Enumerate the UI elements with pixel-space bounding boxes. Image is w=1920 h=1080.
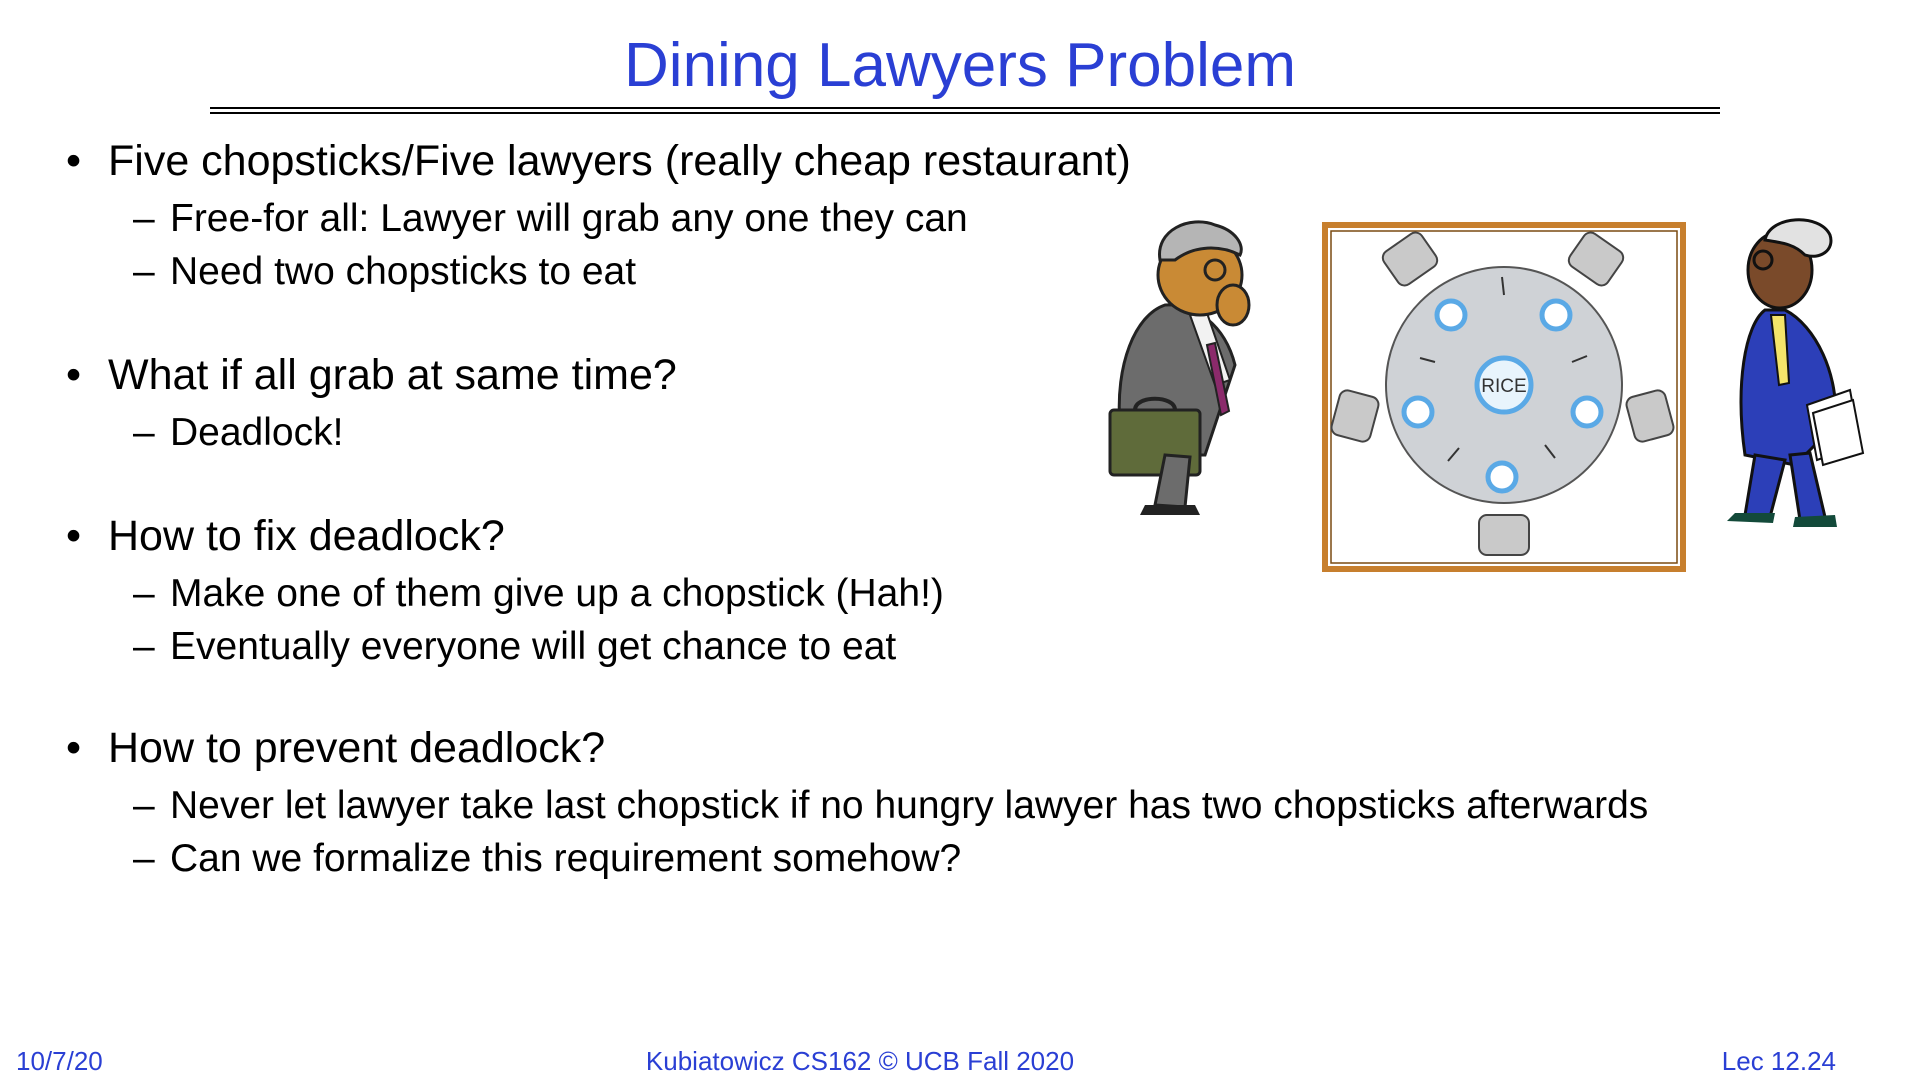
- sub-dash: –: [133, 572, 155, 615]
- chair-icon: [1330, 389, 1380, 443]
- bullet-list: • Five chopsticks/Five lawyers (really c…: [66, 130, 1786, 885]
- sub-dash: –: [133, 197, 155, 240]
- rice-label: RICE: [1481, 376, 1526, 397]
- sub-text: Deadlock!: [170, 411, 344, 454]
- bullet-text: How to fix deadlock?: [108, 512, 505, 560]
- sub-text: Eventually everyone will get chance to e…: [170, 625, 897, 668]
- dining-table-illustration: RICE: [1095, 215, 1910, 590]
- bullet-text: What if all grab at same time?: [108, 351, 677, 399]
- footer-lecture: Lec 12.24: [1721, 1046, 1836, 1076]
- chair-icon: [1478, 514, 1530, 556]
- sub-item: – Eventually everyone will get chance to…: [66, 620, 1786, 673]
- sub-text: Never let lawyer take last chopstick if …: [170, 784, 1649, 827]
- plate-icon: [1539, 298, 1573, 332]
- sub-item: – Need two chopsticks to eat: [66, 245, 1786, 298]
- chopstick-icon: [1447, 447, 1460, 462]
- sub-text: Need two chopsticks to eat: [170, 250, 637, 293]
- title-underline-top: [210, 107, 1720, 109]
- sub-item: – Can we formalize this requirement some…: [66, 832, 1786, 885]
- bullet-item: • How to prevent deadlock?: [66, 717, 1786, 779]
- plate-icon: [1485, 460, 1519, 494]
- bullet-dot: •: [66, 137, 82, 185]
- bullet-item: • What if all grab at same time?: [66, 344, 1786, 406]
- bullet-item: • How to fix deadlock?: [66, 505, 1786, 567]
- sub-text: Make one of them give up a chopstick (Ha…: [170, 572, 944, 615]
- sub-dash: –: [133, 837, 155, 880]
- bullet-text: Five chopsticks/Five lawyers (really che…: [108, 137, 1131, 185]
- title-underline-bottom: [210, 112, 1720, 114]
- plate-icon: [1401, 395, 1435, 429]
- rice-bowl: [1474, 355, 1534, 415]
- chopstick-icon: [1419, 357, 1436, 363]
- sub-dash: –: [133, 625, 155, 668]
- bullet-dot: •: [66, 351, 82, 399]
- chopstick-icon: [1544, 444, 1556, 459]
- chair-icon: [1567, 231, 1625, 287]
- sub-item: – Never let lawyer take last chopstick i…: [66, 779, 1786, 832]
- left-lawyer-figure: [1108, 220, 1251, 515]
- chair-icon: [1381, 231, 1439, 287]
- right-lawyer-figure: [1727, 218, 1865, 527]
- sub-text: Can we formalize this requirement someho…: [170, 837, 962, 880]
- chopstick-icon: [1571, 355, 1588, 363]
- bullet-dot: •: [66, 724, 82, 772]
- chopstick-icon: [1501, 276, 1505, 296]
- bullet-text: How to prevent deadlock?: [108, 724, 606, 772]
- bullet-item: • Five chopsticks/Five lawyers (really c…: [66, 130, 1786, 192]
- plate-icon: [1434, 298, 1468, 332]
- sub-item: – Free-for all: Lawyer will grab any one…: [66, 192, 1786, 245]
- sub-dash: –: [133, 784, 155, 827]
- plate-icon: [1570, 395, 1604, 429]
- sub-dash: –: [133, 411, 155, 454]
- chair-icon: [1625, 389, 1675, 443]
- footer-course: Kubiatowicz CS162 © UCB Fall 2020: [645, 1046, 1075, 1076]
- footer-date: 10/7/20: [16, 1046, 103, 1076]
- sub-text: Free-for all: Lawyer will grab any one t…: [170, 197, 968, 240]
- sub-dash: –: [133, 250, 155, 293]
- slide-title: Dining Lawyers Problem: [624, 31, 1296, 100]
- sub-item: – Deadlock!: [66, 406, 1786, 459]
- sub-item: – Make one of them give up a chopstick (…: [66, 567, 1786, 620]
- bullet-dot: •: [66, 512, 82, 560]
